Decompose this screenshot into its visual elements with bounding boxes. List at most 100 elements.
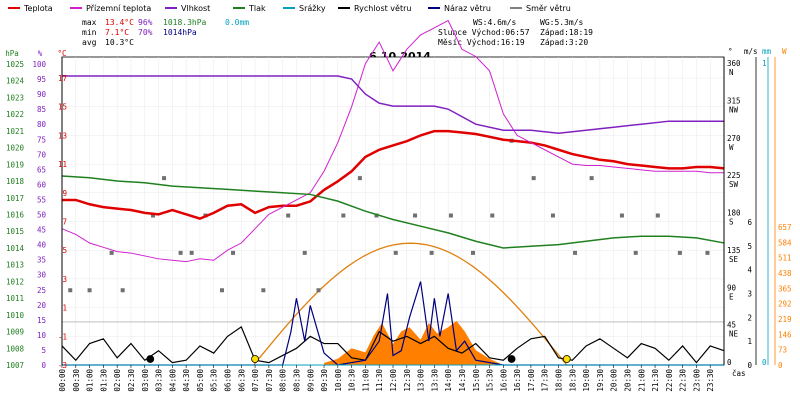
tick-label: 35: [37, 256, 46, 265]
x-tick-label: 23:30: [706, 369, 715, 392]
wind-direction-point: [490, 213, 495, 218]
wind-direction-point: [448, 213, 453, 218]
tick-label: 1007: [6, 361, 24, 370]
tick-label: 15: [58, 103, 67, 112]
tick-label: 7: [62, 218, 67, 227]
tick-label: 135: [727, 246, 741, 255]
tick-label: 365: [778, 284, 792, 293]
wind-direction-point: [374, 213, 379, 218]
wind-direction-point: [151, 213, 156, 218]
tick-label: 1: [762, 59, 767, 68]
tick-label: 0: [778, 361, 783, 370]
wg-value: WG:5.3m/s: [540, 18, 584, 27]
tick-label: 90: [37, 90, 47, 99]
axis-title: hPa: [5, 49, 19, 58]
x-tick-label: 08:30: [292, 369, 301, 392]
wind-direction-point: [633, 250, 638, 255]
tick-label: 584: [778, 238, 792, 247]
x-tick-label: 14:30: [458, 369, 467, 392]
tick-label: 10: [37, 331, 47, 340]
wind-direction-point: [120, 288, 125, 293]
x-tick-label: 00:00: [58, 369, 67, 392]
tick-label: 55: [37, 195, 46, 204]
x-tick-label: 06:00: [224, 369, 233, 392]
tick-label: 1016: [6, 211, 25, 220]
x-tick-label: 07:30: [265, 369, 274, 392]
x-tick-label: 19:00: [582, 369, 591, 392]
tick-label: SW: [729, 180, 739, 189]
tick-label: 25: [37, 286, 46, 295]
tick-label: 4: [747, 266, 752, 275]
tick-label: 80: [37, 120, 47, 129]
moon-rise: Měsíc Východ:16:19: [438, 38, 525, 47]
tick-label: 75: [37, 135, 46, 144]
x-tick-label: 16:00: [499, 369, 508, 392]
x-tick-label: 01:30: [99, 369, 108, 392]
tick-label: 1014: [6, 244, 25, 253]
x-tick-label: 12:30: [403, 369, 412, 392]
tick-label: S: [729, 218, 734, 227]
x-tick-label: 18:30: [568, 369, 577, 392]
tick-label: 1025: [6, 60, 24, 69]
avg-label: avg: [82, 38, 97, 47]
wind-direction-point: [589, 176, 594, 181]
max-label: max: [82, 18, 97, 27]
x-tick-label: 15:30: [486, 369, 495, 392]
legend-label: Teplota: [23, 4, 53, 13]
series-line: [62, 129, 725, 220]
wind-direction-point: [550, 213, 555, 218]
tick-label: 73: [778, 346, 787, 355]
x-tick-label: 19:30: [596, 369, 605, 392]
tick-label: 1017: [6, 194, 24, 203]
wind-direction-point: [341, 213, 346, 218]
tick-label: N: [729, 68, 734, 77]
wind-direction-point: [357, 176, 362, 181]
x-tick-label: 12:00: [389, 369, 398, 392]
series-line: [61, 325, 725, 364]
x-tick-label: 02:00: [113, 369, 122, 392]
tick-label: 1015: [6, 227, 24, 236]
tick-label: 1013: [6, 261, 24, 270]
x-tick-label: 23:00: [692, 369, 701, 392]
legend-label: Srážky: [299, 4, 326, 13]
plot-area: [61, 19, 725, 366]
tick-label: NW: [729, 105, 739, 114]
x-tick-label: 13:00: [417, 369, 426, 392]
x-tick-label: 20:00: [610, 369, 619, 392]
min-temp: 7.1°C: [105, 28, 129, 37]
legend-label: Vlhkost: [181, 4, 210, 13]
axis-title: %: [38, 49, 43, 58]
max-rain: 0.0mm: [225, 18, 249, 27]
x-tick-label: 21:30: [651, 369, 660, 392]
wind-direction-point: [677, 250, 682, 255]
tick-label: 0: [41, 361, 46, 370]
tick-label: 3: [62, 275, 67, 284]
wind-direction-point: [316, 288, 321, 293]
tick-label: 17: [58, 74, 67, 83]
wind-direction-point: [219, 288, 224, 293]
tick-label: 90: [727, 283, 737, 292]
tick-label: 1020: [6, 144, 25, 153]
tick-label: 65: [37, 165, 46, 174]
sun-moon-marker: [146, 355, 155, 363]
wind-direction-point: [68, 288, 73, 293]
axis-title: W: [782, 47, 787, 56]
tick-label: 9: [62, 189, 67, 198]
x-tick-label: 06:30: [237, 369, 246, 392]
x-tick-label: 17:30: [541, 369, 550, 392]
x-tick-label: 11:00: [361, 369, 370, 392]
axes: hPa% °C1007100810091010101110121013101410…: [5, 47, 792, 392]
x-tick-label: 05:30: [210, 369, 219, 392]
series-line: [61, 19, 724, 263]
max-temp: 13.4°C: [105, 18, 134, 27]
ws-value: WS:4.6m/s: [473, 18, 517, 27]
x-tick-label: 13:30: [430, 369, 439, 392]
wind-direction-point: [87, 288, 92, 293]
tick-label: 50: [37, 211, 47, 220]
wind-direction-point: [531, 176, 536, 181]
wind-direction-point: [429, 250, 434, 255]
tick-label: 360: [727, 59, 741, 68]
x-tick-label: 04:00: [168, 369, 177, 392]
x-tick-label: 07:00: [251, 369, 260, 392]
x-tick-label: 11:30: [375, 369, 384, 392]
